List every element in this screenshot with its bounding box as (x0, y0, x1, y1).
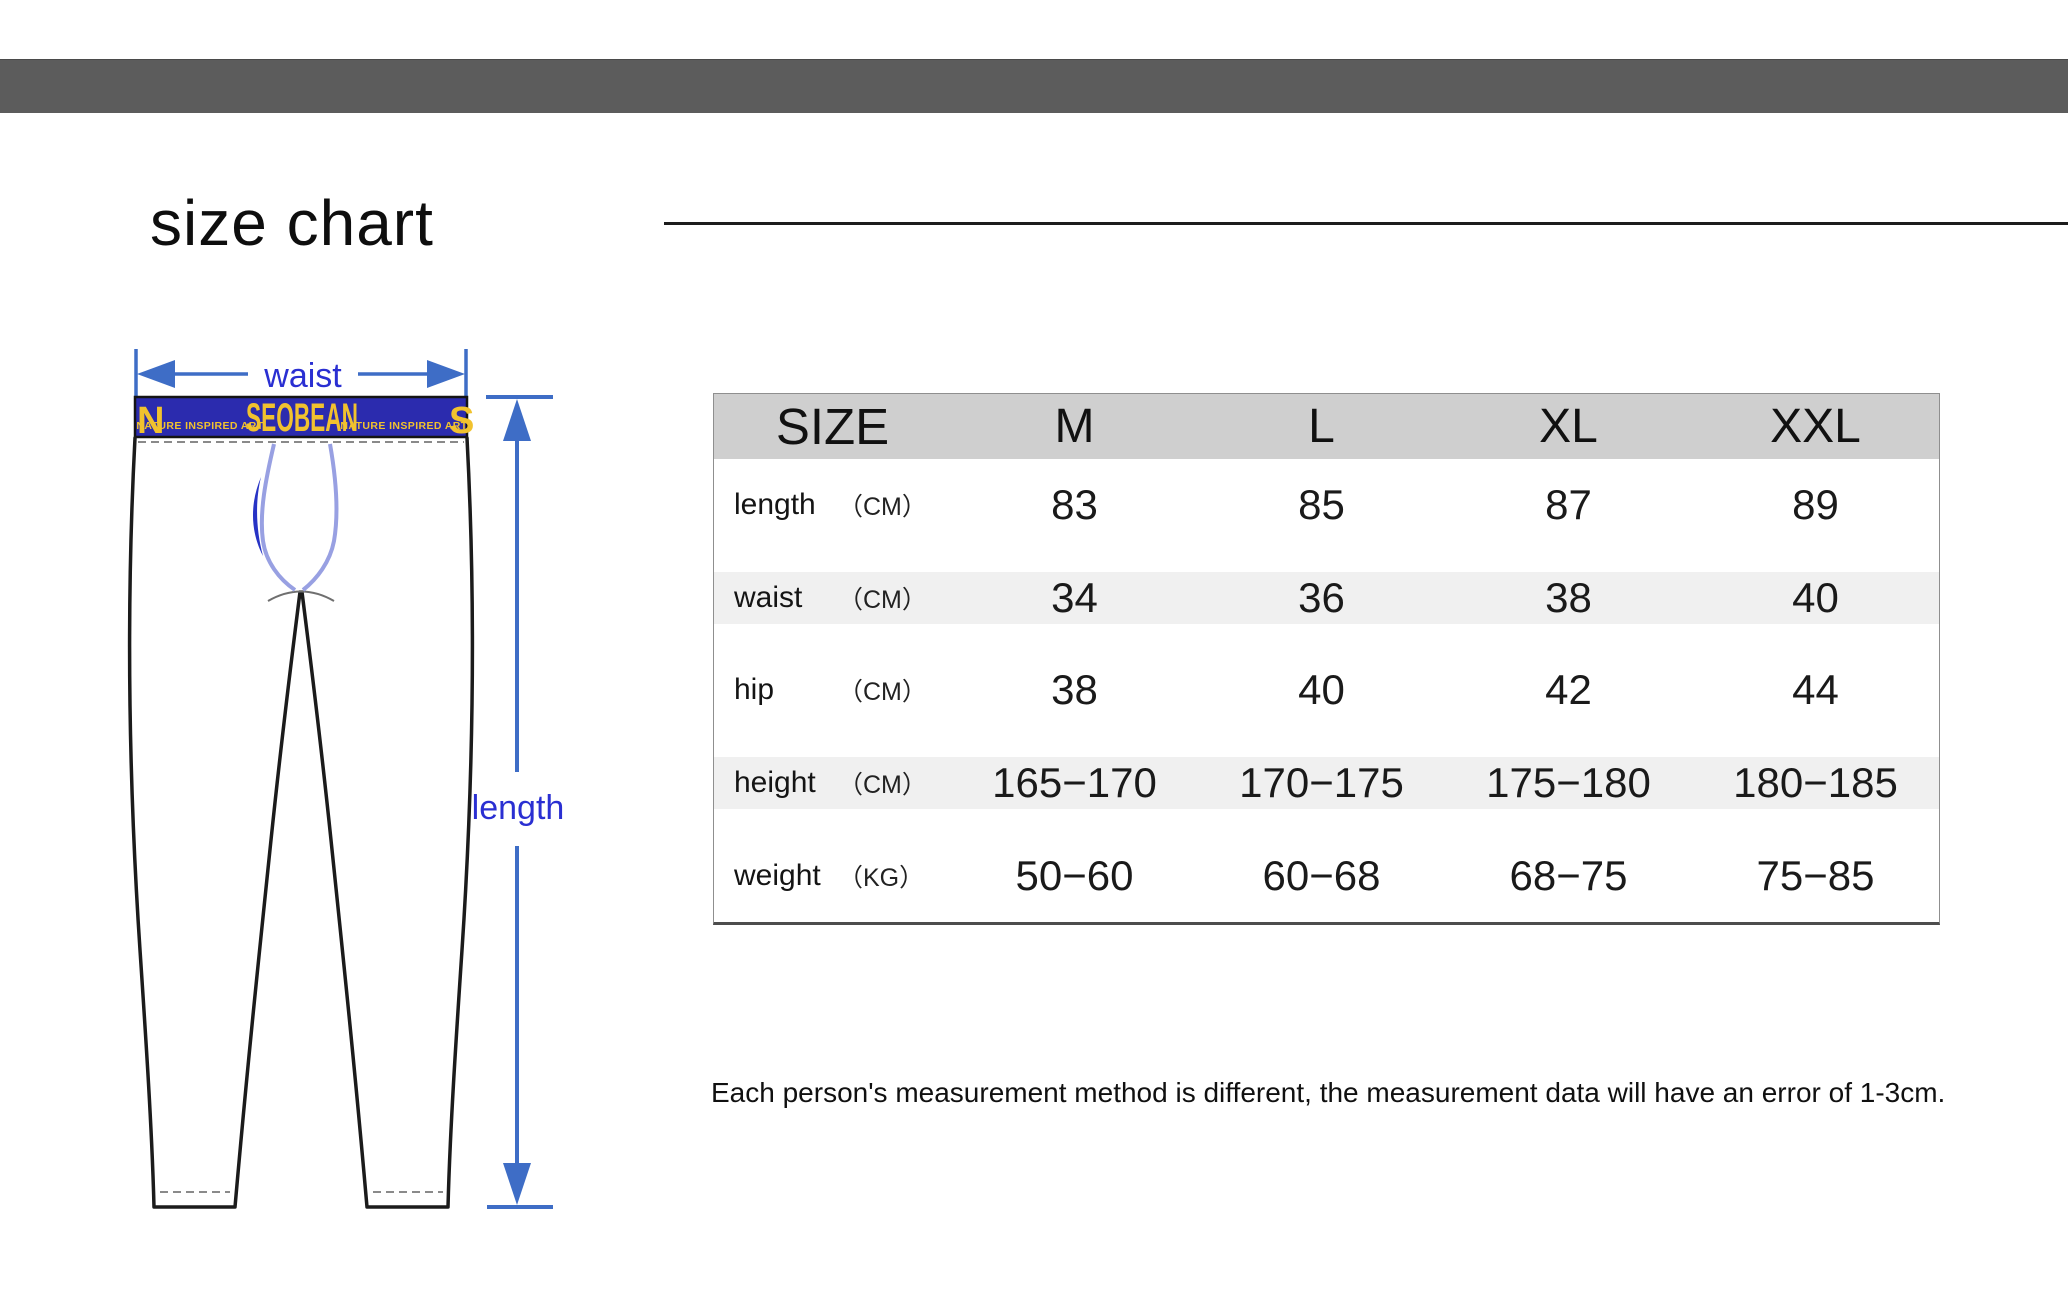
row-label-height: height （CM） (714, 736, 951, 830)
table-header-l: L (1198, 394, 1445, 459)
row-label-text: hip (734, 673, 775, 707)
length-arrow (486, 395, 553, 1209)
cell-waist-l: 36 (1198, 551, 1445, 645)
row-label-waist: waist （CM） (714, 551, 951, 645)
row-label-text: height (734, 766, 816, 800)
row-label-text: weight (734, 858, 821, 892)
waistband-tagline-right: NATURE INSPIRED ART (340, 420, 467, 432)
table-header-xxl: XXL (1692, 394, 1939, 459)
pants-outline (127, 436, 475, 1209)
row-label-length: length （CM） (714, 459, 951, 552)
row-unit-text: （CM） (838, 771, 927, 800)
length-label: length (472, 789, 565, 827)
cell-weight-l: 60−68 (1262, 851, 1381, 899)
table-header-size: SIZE (714, 394, 951, 459)
cell-hip-xl: 42 (1545, 666, 1592, 714)
table-header-m: M (951, 394, 1198, 459)
crotch-seam-mark (267, 590, 335, 602)
cell-weight-m: 50−60 (1015, 851, 1134, 899)
cell-length-m: 83 (1051, 481, 1098, 529)
cell-weight-xl: 68−75 (1509, 851, 1628, 899)
cell-weight-xxl: 75−85 (1756, 851, 1875, 899)
measurement-note: Each person's measurement method is diff… (711, 1077, 1946, 1108)
cell-waist-xl: 38 (1445, 551, 1692, 645)
cell-length-xl: 87 (1545, 481, 1592, 529)
cell-waist-xxl: 40 (1692, 551, 1939, 645)
waistband-letter-s: S (449, 400, 474, 442)
cell-hip-l: 40 (1298, 666, 1345, 714)
row-unit-text: （CM） (838, 678, 927, 707)
cell-hip-m: 38 (1051, 666, 1098, 714)
cell-hip-xxl: 44 (1792, 666, 1839, 714)
row-label-text: waist (734, 580, 803, 614)
cell-waist-m: 34 (951, 551, 1198, 645)
title-rule-line (664, 222, 2068, 225)
row-unit-text: （CM） (838, 585, 927, 614)
cell-height-m: 165−170 (951, 736, 1198, 830)
cell-height-l: 170−175 (1198, 736, 1445, 830)
waistband-brand: SEOBEAN (246, 396, 358, 440)
table-header-xl: XL (1445, 394, 1692, 459)
cell-length-xxl: 89 (1792, 481, 1839, 529)
waistband-letter-n: N (137, 400, 164, 442)
waist-arrow (134, 349, 468, 396)
row-unit-text: （KG） (838, 863, 925, 892)
cell-height-xxl: 180−185 (1692, 736, 1939, 830)
row-label-hip: hip （CM） (714, 644, 951, 737)
fly-crescent (252, 477, 263, 556)
top-divider-bar (0, 59, 2068, 113)
waistband-tagline-left: NATURE INSPIRED ART (136, 420, 263, 432)
row-label-weight: weight （KG） (714, 829, 951, 922)
size-table: SIZE M L XL XXL length （CM） 83 85 87 89 … (713, 393, 1940, 925)
page-title: size chart (150, 187, 434, 259)
row-unit-text: （CM） (838, 493, 927, 522)
row-label-text: length (734, 488, 816, 522)
cell-length-l: 85 (1298, 481, 1345, 529)
waistband: N NATURE INSPIRED ART SEOBEAN NATURE INS… (133, 395, 474, 442)
fly-stitching (259, 443, 339, 592)
pants-measurement-diagram: waist N NATURE INSPIRED ART SEOBEAN NATU… (127, 349, 565, 1209)
waist-label: waist (263, 357, 342, 395)
cell-height-xl: 175−180 (1445, 736, 1692, 830)
